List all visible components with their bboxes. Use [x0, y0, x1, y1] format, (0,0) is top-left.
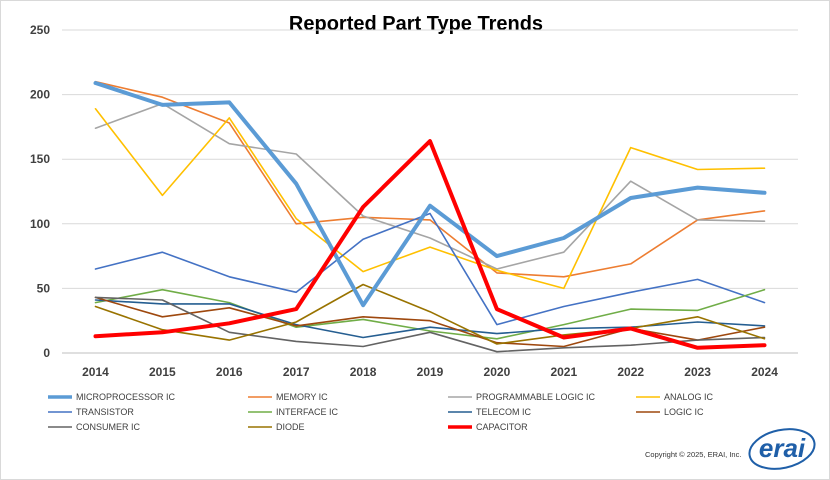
series-line — [94, 80, 766, 278]
legend-label: DIODE — [276, 422, 305, 432]
y-tick-label: 0 — [43, 346, 50, 360]
series-line — [94, 296, 766, 353]
series-line — [94, 102, 766, 270]
series-line — [94, 283, 766, 345]
erai-logo: erai — [748, 428, 816, 470]
x-tick-label: 2017 — [283, 365, 310, 379]
legend-label: CAPACITOR — [476, 422, 528, 432]
legend-label: PROGRAMMABLE LOGIC IC — [476, 392, 596, 402]
chart-title: Reported Part Type Trends — [289, 13, 543, 35]
series-line — [94, 288, 766, 340]
copyright-text: Copyright © 2025, ERAI, Inc. — [645, 450, 741, 459]
logo-text: erai — [759, 433, 806, 463]
legend-label: TELECOM IC — [476, 407, 532, 417]
logo-swoosh — [748, 428, 816, 470]
legend-label: INTERFACE IC — [276, 407, 339, 417]
series-lines — [93, 80, 767, 353]
gridlines — [62, 29, 798, 354]
x-tick-label: 2020 — [484, 365, 511, 379]
legend-label: LOGIC IC — [664, 407, 704, 417]
x-tick-label: 2022 — [617, 365, 644, 379]
series-line — [94, 108, 766, 290]
legend: MICROPROCESSOR IC MEMORY IC PROGRAMMABLE L… — [48, 392, 714, 432]
x-tick-label: 2014 — [82, 365, 109, 379]
series-line — [94, 296, 766, 348]
x-axis-ticks: 2014 2015 2016 2017 2018 2019 2020 2021 2022 2023… — [82, 365, 778, 379]
y-tick-label: 250 — [30, 23, 50, 37]
legend-label: MICROPROCESSOR IC — [76, 392, 176, 402]
series-line — [94, 299, 766, 339]
series-line — [93, 81, 767, 308]
x-tick-label: 2019 — [417, 365, 444, 379]
legend-label: TRANSISTOR — [76, 407, 134, 417]
x-tick-label: 2015 — [149, 365, 176, 379]
legend-label: ANALOG IC — [664, 392, 714, 402]
y-tick-label: 100 — [30, 217, 50, 231]
x-tick-label: 2021 — [550, 365, 577, 379]
legend-label: MEMORY IC — [276, 392, 328, 402]
series-line — [94, 212, 766, 326]
series-line — [93, 139, 767, 350]
x-tick-label: 2024 — [751, 365, 778, 379]
y-axis-ticks: 0 50 100 150 200 250 — [30, 23, 50, 360]
x-tick-label: 2023 — [684, 365, 711, 379]
x-tick-label: 2016 — [216, 365, 243, 379]
legend-label: CONSUMER IC — [76, 422, 141, 432]
y-tick-label: 200 — [30, 88, 50, 102]
y-tick-label: 150 — [30, 152, 50, 166]
x-tick-label: 2018 — [350, 365, 377, 379]
y-tick-label: 50 — [37, 281, 51, 295]
